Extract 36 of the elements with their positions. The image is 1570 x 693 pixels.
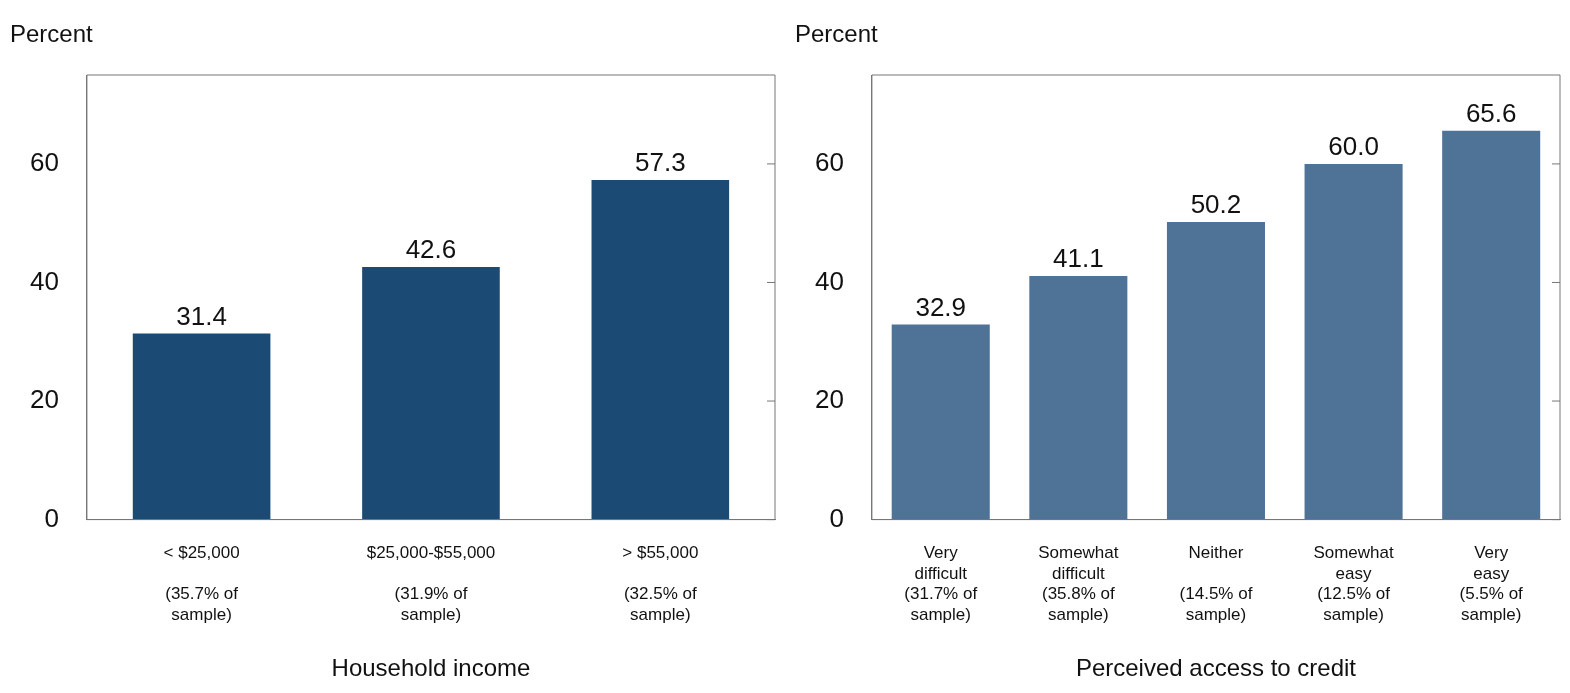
data-label: 50.2: [1190, 189, 1242, 220]
bar: [1029, 275, 1128, 520]
x-tick-label: Very difficult (31.7% of sample): [904, 543, 978, 624]
x-axis-title: Perceived access to credit: [1075, 654, 1357, 682]
data-label: 42.6: [405, 234, 457, 265]
category-label: $25,000-$55,000 (31.9% of sample): [366, 543, 496, 624]
y-tick-label: 60: [815, 147, 844, 178]
bar: [362, 267, 500, 520]
y-tick-label: 0: [829, 502, 844, 533]
y-tick-label: 20: [30, 384, 59, 415]
data-label: 65.6: [1465, 97, 1517, 128]
data-label: 31.4: [176, 300, 227, 331]
y-axis-title: Percent: [795, 19, 879, 47]
data-label: 32.9: [915, 291, 967, 322]
bar: [1304, 163, 1403, 520]
data-label: 41.1: [1053, 243, 1104, 274]
bar: [891, 324, 990, 520]
y-tick-label: 40: [30, 265, 59, 296]
bar: [1442, 130, 1541, 520]
bar: [591, 179, 730, 520]
y-axis-title: Percent: [10, 19, 94, 47]
x-axis-title: Household income: [331, 654, 531, 682]
category-label: > $55,000 (32.5% of sample): [622, 543, 699, 624]
x-tick-label: Very easy (5.5% of sample): [1459, 543, 1524, 624]
y-tick-label: 0: [44, 502, 59, 533]
x-tick-label: Somewhat easy (12.5% of sample): [1313, 543, 1395, 624]
y-tick-label: 20: [815, 384, 844, 415]
bar: [1166, 222, 1265, 520]
bar: [132, 333, 271, 520]
data-label: 57.3: [635, 147, 686, 178]
category-label: Neither (14.5% of sample): [1179, 543, 1253, 624]
data-label: 60.0: [1328, 131, 1379, 162]
x-tick-label: Somewhat difficult (35.8% of sample): [1038, 543, 1119, 624]
y-tick-label: 40: [815, 265, 844, 296]
category-label: < $25,000 (35.7% of sample): [163, 543, 240, 624]
y-tick-label: 60: [30, 147, 59, 178]
